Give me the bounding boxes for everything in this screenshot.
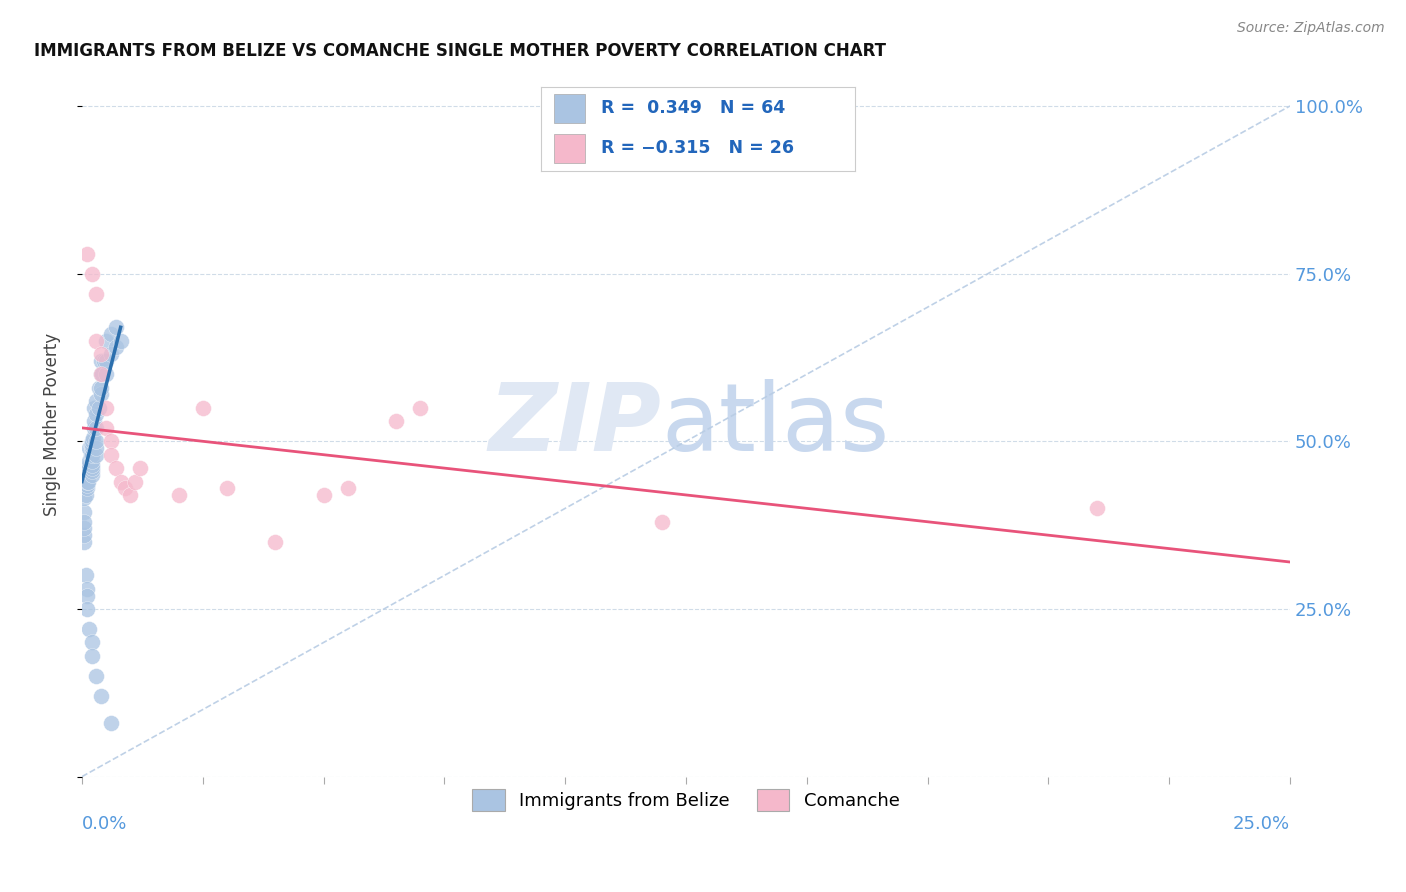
Point	[82, 431, 104, 445]
Point	[86, 334, 108, 348]
Point	[80, 467, 103, 482]
Point	[83, 414, 105, 428]
Point	[75, 568, 97, 582]
Point	[120, 488, 142, 502]
Point	[76, 246, 98, 260]
Point	[76, 478, 98, 492]
Point	[80, 437, 103, 451]
Point	[80, 461, 103, 475]
Point	[73, 535, 96, 549]
Point	[104, 320, 127, 334]
Point	[76, 582, 98, 596]
Point	[90, 368, 112, 382]
Text: IMMIGRANTS FROM BELIZE VS COMANCHE SINGLE MOTHER POVERTY CORRELATION CHART: IMMIGRANTS FROM BELIZE VS COMANCHE SINGL…	[34, 42, 886, 60]
Point	[77, 461, 100, 475]
Point	[80, 454, 103, 468]
Point	[167, 488, 190, 502]
Point	[94, 401, 117, 415]
Point	[80, 458, 103, 472]
Point	[80, 448, 103, 462]
Point	[77, 622, 100, 636]
Point	[409, 401, 432, 415]
Point	[100, 716, 122, 731]
Point	[124, 475, 146, 489]
Point	[651, 515, 673, 529]
Legend: Immigrants from Belize, Comanche: Immigrants from Belize, Comanche	[463, 780, 908, 821]
Text: atlas: atlas	[662, 378, 890, 470]
Point	[114, 481, 136, 495]
Text: ZIP: ZIP	[489, 378, 662, 470]
Point	[90, 381, 112, 395]
Point	[77, 441, 100, 455]
Text: 25.0%: 25.0%	[1233, 815, 1291, 833]
Point	[86, 434, 108, 449]
Point	[76, 602, 98, 616]
Point	[79, 437, 101, 451]
Point	[110, 334, 132, 348]
Point	[79, 448, 101, 462]
Point	[73, 491, 96, 506]
Point	[80, 635, 103, 649]
Point	[76, 589, 98, 603]
Point	[86, 408, 108, 422]
Point	[1085, 501, 1108, 516]
Point	[76, 481, 98, 495]
Point	[100, 347, 122, 361]
Point	[76, 461, 98, 475]
Point	[86, 669, 108, 683]
Point	[94, 334, 117, 348]
Point	[100, 448, 122, 462]
Point	[77, 454, 100, 468]
Point	[90, 347, 112, 361]
Point	[80, 434, 103, 449]
Point	[77, 458, 100, 472]
Point	[104, 461, 127, 475]
Point	[87, 381, 110, 395]
Point	[86, 448, 108, 462]
Point	[129, 461, 152, 475]
Point	[76, 475, 98, 489]
Point	[75, 488, 97, 502]
Point	[76, 465, 98, 479]
Point	[90, 368, 112, 382]
Point	[94, 368, 117, 382]
Point	[73, 528, 96, 542]
Point	[83, 401, 105, 415]
Point	[191, 401, 214, 415]
Point	[86, 286, 108, 301]
Point	[80, 267, 103, 281]
Point	[90, 353, 112, 368]
Point	[264, 535, 287, 549]
Point	[73, 515, 96, 529]
Point	[86, 394, 108, 409]
Point	[80, 648, 103, 663]
Point	[86, 421, 108, 435]
Point	[110, 475, 132, 489]
Point	[90, 387, 112, 401]
Point	[73, 505, 96, 519]
Point	[215, 481, 238, 495]
Point	[83, 421, 105, 435]
Text: Source: ZipAtlas.com: Source: ZipAtlas.com	[1237, 21, 1385, 35]
Point	[90, 689, 112, 703]
Point	[80, 441, 103, 455]
Point	[104, 340, 127, 354]
Point	[100, 434, 122, 449]
Point	[94, 353, 117, 368]
Point	[93, 353, 115, 368]
Point	[100, 326, 122, 341]
Point	[80, 465, 103, 479]
Point	[336, 481, 359, 495]
Point	[86, 441, 108, 455]
Point	[76, 475, 98, 489]
Y-axis label: Single Mother Poverty: Single Mother Poverty	[44, 333, 60, 516]
Point	[87, 401, 110, 415]
Point	[73, 521, 96, 535]
Text: 0.0%: 0.0%	[82, 815, 128, 833]
Point	[94, 421, 117, 435]
Point	[312, 488, 335, 502]
Point	[91, 368, 114, 382]
Point	[385, 414, 408, 428]
